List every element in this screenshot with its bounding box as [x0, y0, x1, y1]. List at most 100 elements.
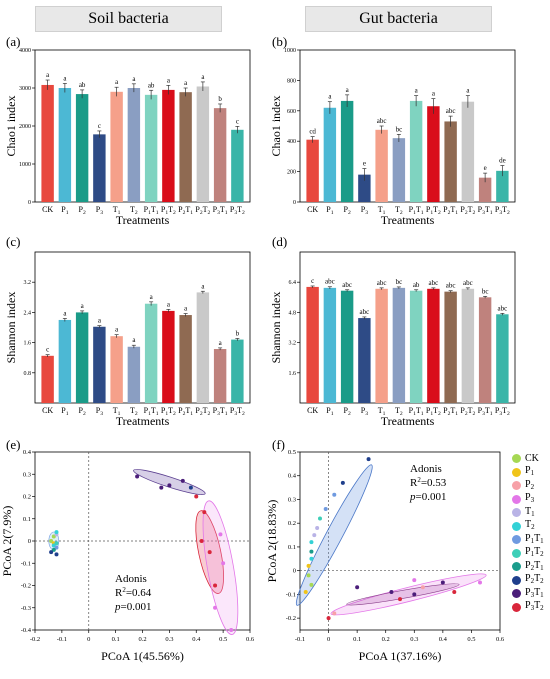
- x-axis-label: Treatments: [381, 414, 435, 428]
- x-tick-label: 0.1: [353, 636, 361, 643]
- legend-label: CK: [525, 453, 539, 464]
- x-tick-label-P2: P2​: [79, 205, 86, 216]
- bar-P1T2: [427, 106, 440, 202]
- point-P2T2: [366, 457, 371, 462]
- point-P3T1: [355, 585, 360, 590]
- bar-P1: [323, 287, 337, 403]
- panel-letter-c: (c): [6, 234, 21, 249]
- point-P1T1: [332, 492, 337, 497]
- y-tick-label: 3000: [19, 86, 31, 92]
- bar-P2: [75, 312, 89, 403]
- significance-letter: abc: [429, 279, 439, 287]
- legend-label: P2T1: [525, 559, 544, 572]
- x-tick-label-P3T1: P3​T1​: [213, 205, 228, 216]
- x-tick-label-P3T2: P3​T2​: [495, 406, 510, 417]
- significance-letter: b: [218, 95, 222, 103]
- panel-letter-d: (d): [272, 234, 288, 249]
- significance-letter: c: [98, 122, 101, 130]
- cluster-ellipse: [346, 583, 460, 606]
- legend-dot: [512, 548, 521, 558]
- y-tick-label: -0.4: [21, 627, 32, 634]
- legend-item-P2T1: P2T1: [512, 560, 544, 574]
- legend-label: T2: [525, 519, 535, 531]
- bar-P3T1: [213, 108, 227, 202]
- point-T2: [309, 556, 314, 561]
- y-tick-label: 0.2: [23, 494, 31, 501]
- legend-label: T1: [525, 505, 535, 518]
- significance-letter: a: [432, 90, 436, 98]
- bar-P1T1: [144, 94, 158, 202]
- y-tick-label: 3.2: [24, 280, 32, 286]
- x-tick-label-P2T1: P2​T1​: [443, 406, 458, 417]
- x-tick-label-P3T2: P3​T2​: [230, 205, 245, 216]
- legend-item-P1T1: P1T1: [512, 533, 544, 547]
- point-CK: [309, 582, 314, 587]
- y-tick-label: 0.5: [288, 449, 296, 456]
- y-tick-label: 0: [293, 200, 296, 206]
- y-axis-label: Chao1 index: [269, 96, 283, 157]
- bar-P2T2: [196, 292, 210, 403]
- x-tick-label-P2T2: P2​T2​: [460, 205, 475, 216]
- y-axis-label: Chao1 index: [4, 96, 18, 157]
- legend-dot: [512, 562, 521, 572]
- significance-letter: a: [132, 336, 136, 344]
- adonis-title: Adonis: [410, 463, 442, 475]
- bar-P3T2: [496, 170, 509, 202]
- bar-P3: [358, 174, 371, 202]
- significance-letter: e: [484, 164, 487, 172]
- x-tick-label: 0.5: [467, 636, 475, 643]
- legend-dot: [512, 602, 521, 612]
- y-tick-label: 2.4: [24, 310, 32, 316]
- bar-P1T2: [427, 288, 440, 403]
- x-tick-label: 0.2: [382, 636, 390, 643]
- point-P2T2: [188, 485, 193, 490]
- legend-dot: [512, 535, 521, 545]
- point-T2: [309, 540, 314, 545]
- x-tick-label-P1T1: P1​T1​: [144, 406, 159, 417]
- x-tick-label-P3: P3​: [96, 205, 103, 216]
- bar-CK: [41, 355, 54, 403]
- x-tick-label-P1T2: P1​T2​: [426, 205, 441, 216]
- significance-letter: abc: [446, 282, 456, 290]
- significance-letter: b: [236, 329, 240, 337]
- x-axis-label: PCoA 1(45.56%): [101, 649, 184, 663]
- significance-letter: a: [167, 300, 171, 308]
- x-tick-label-P1: P1​: [326, 406, 333, 417]
- x-axis-label: Treatments: [116, 414, 170, 428]
- panel-letter-f: (f): [272, 437, 285, 452]
- y-tick-label: 0.3: [288, 496, 296, 503]
- significance-letter: a: [81, 302, 85, 310]
- legend-dot: [512, 575, 521, 585]
- bar-CK: [41, 84, 54, 202]
- x-axis-label: Treatments: [381, 213, 435, 227]
- legend-dot: [512, 454, 521, 464]
- y-tick-label: 0.4: [23, 449, 32, 456]
- x-tick-label-P1: P1​: [326, 205, 333, 216]
- x-tick-label-T1: T1​: [378, 406, 386, 417]
- y-axis-label: Shannon index: [269, 292, 283, 364]
- legend: CK P1 P2 P3 T1 T2 P1T1 P1T2 P2T1 P2T2 P3T1 P3T2: [512, 452, 544, 614]
- significance-letter: a: [115, 326, 119, 334]
- legend-label: P3T2: [525, 600, 544, 612]
- significance-letter: a: [415, 87, 419, 95]
- x-axis-label: Treatments: [116, 213, 170, 227]
- point-P2T1: [51, 547, 56, 552]
- point-P1: [306, 563, 311, 568]
- bar-P1T1: [144, 303, 158, 403]
- point-P1T2: [318, 516, 322, 521]
- y-tick-label: 0.3: [23, 471, 31, 478]
- y-tick-label: 200: [287, 170, 296, 176]
- y-tick-label: -0.1: [286, 591, 296, 598]
- legend-label: P2T2: [525, 573, 544, 585]
- y-axis-label: PCoA 2(18.83%): [265, 500, 279, 583]
- legend-dot: [512, 521, 521, 531]
- adonis-title: Adonis: [115, 573, 147, 585]
- y-tick-label: -0.2: [286, 615, 296, 622]
- point-P3T1: [135, 474, 140, 479]
- y-tick-label: 0.4: [288, 473, 297, 480]
- x-tick-label: 0.4: [439, 636, 448, 643]
- x-tick-label-P3: P3​: [361, 205, 368, 216]
- legend-label: P1T1: [525, 532, 544, 545]
- bar-P2T1: [179, 92, 192, 202]
- x-tick-label-P3T1: P3​T1​: [478, 406, 493, 417]
